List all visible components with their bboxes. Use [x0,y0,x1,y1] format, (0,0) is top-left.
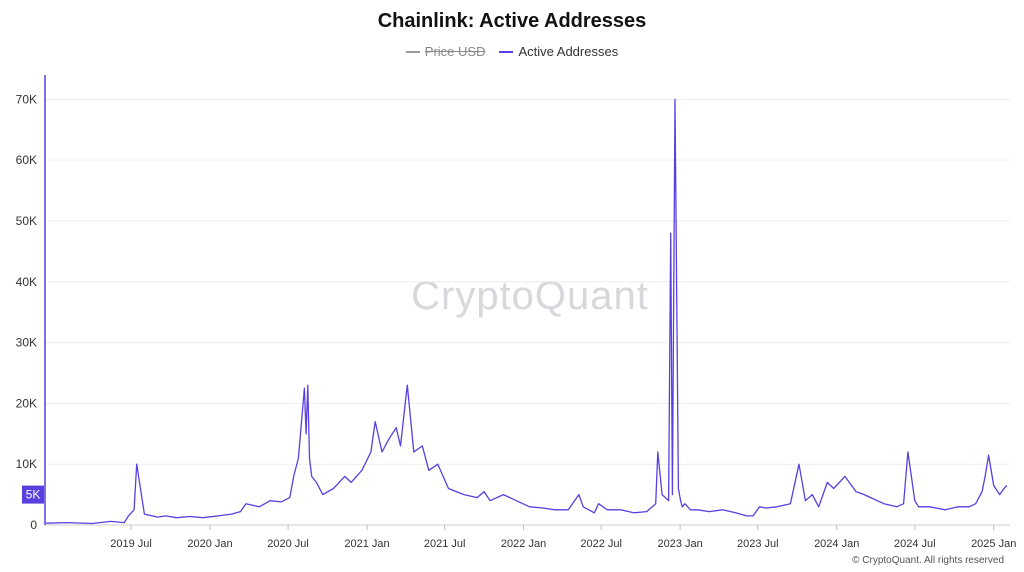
x-tick-label: 2021 Jan [344,538,389,550]
labels: 5K [22,485,44,504]
grid [44,98,1010,465]
y-tick-label: 0 [30,518,37,532]
axes: 0 10K 20K 30K 40K 50K 60K 70K 2019 Jul 2020 Jan 20… [16,75,1016,550]
legend-label-price-usd: Price USD [424,44,486,59]
x-tick-label: 2024 Jul [894,538,936,550]
y-tick-label: 10K [16,457,37,471]
x-tick-label: 2024 Jan [814,538,859,550]
legend-swatch-active-addresses [499,50,514,53]
x-tick-label: 2022 Jan [501,538,546,550]
series-line-active-addresses [46,98,1008,525]
legend-item-active-addresses[interactable]: Active Addresses [499,44,618,59]
current-value-label: 5K [26,488,41,502]
current-value-marker [22,485,44,504]
x-tick-label: 2020 Jan [187,538,232,550]
x-tick-label: 2023 Jul [737,538,779,550]
x-tick-label: 2019 Jul [110,538,152,550]
x-tick-label: 2021 Jul [424,538,466,550]
legend-swatch-price-usd [405,50,420,53]
legend-item-price-usd[interactable]: Price USD [405,44,486,59]
y-tick-label: 60K [16,153,37,167]
x-tick-label: 2025 Jan [971,538,1016,550]
x-tick-label: 2022 Jul [580,538,622,550]
y-tick-label: 70K [16,92,37,106]
x-tick-label: 2020 Jul [267,538,309,550]
y-tick-label: 30K [16,336,37,350]
y-tick-label: 50K [16,214,37,228]
legend-label-active-addresses: Active Addresses [518,44,619,59]
legend: Price USD Active Addresses [0,44,1024,59]
y-tick-label: 40K [16,275,37,289]
chart-title: Chainlink: Active Addresses [377,10,647,32]
copyright-notice: © CryptoQuant. All rights reserved [852,555,1004,566]
x-tick-label: 2023 Jan [658,538,703,550]
series-layer [46,98,1008,525]
y-tick-label: 20K [16,396,37,410]
